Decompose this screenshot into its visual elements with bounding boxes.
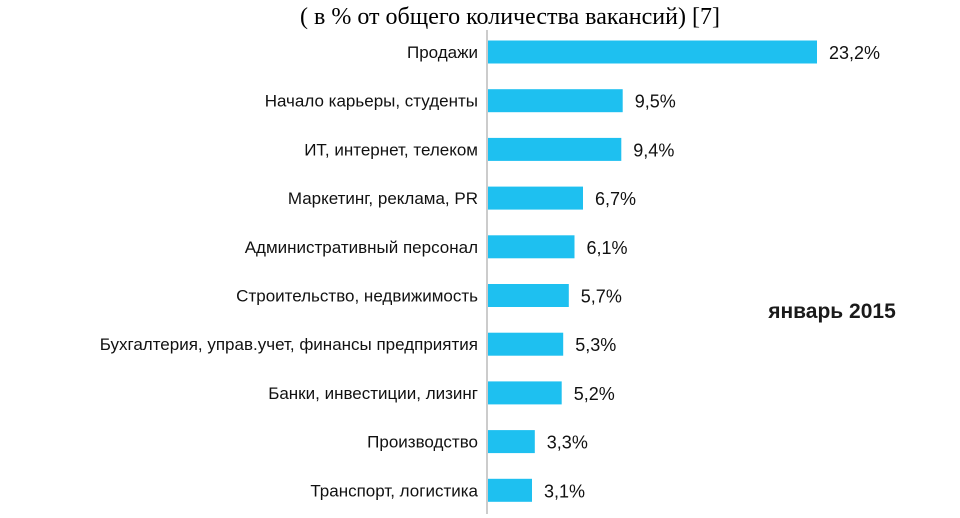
bar: [488, 137, 622, 161]
bar: [488, 381, 562, 405]
bar: [488, 186, 583, 210]
value-label: 5,2%: [574, 384, 615, 404]
value-label: 9,4%: [633, 140, 674, 160]
value-label: 3,1%: [544, 481, 585, 501]
bar: [488, 40, 817, 64]
category-label: Транспорт, логистика: [310, 481, 478, 500]
value-label: 5,7%: [581, 287, 622, 307]
bars-group: Продажи 23,2% Начало карьеры, студенты 9,5%…: [100, 40, 880, 502]
category-label: Начало карьеры, студенты: [265, 92, 478, 111]
value-label: 9,5%: [635, 92, 676, 112]
category-label: Бухгалтерия, управ.учет, финансы предпри…: [100, 335, 478, 354]
value-label: 5,3%: [575, 335, 616, 355]
category-label: Административный персонал: [245, 238, 478, 257]
category-label: Банки, инвестиции, лизинг: [268, 384, 478, 403]
chart-subtitle: ( в % от общего количества вакансий) [7]: [300, 4, 720, 30]
bar: [488, 89, 623, 113]
category-label: Производство: [367, 433, 478, 452]
bar: [488, 430, 535, 454]
period-label: январь 2015: [767, 300, 896, 323]
bar: [488, 478, 532, 502]
category-label: ИТ, интернет, телеком: [304, 140, 478, 159]
bar: [488, 332, 564, 356]
value-label: 6,7%: [595, 189, 636, 209]
value-label: 3,3%: [547, 433, 588, 453]
bar: [488, 284, 569, 307]
category-label: Строительство, недвижимость: [236, 287, 478, 306]
bar: [488, 235, 575, 259]
category-label: Маркетинг, реклама, PR: [288, 189, 478, 208]
category-label: Продажи: [407, 43, 478, 62]
value-label: 6,1%: [587, 238, 628, 258]
value-label: 23,2%: [829, 43, 880, 63]
